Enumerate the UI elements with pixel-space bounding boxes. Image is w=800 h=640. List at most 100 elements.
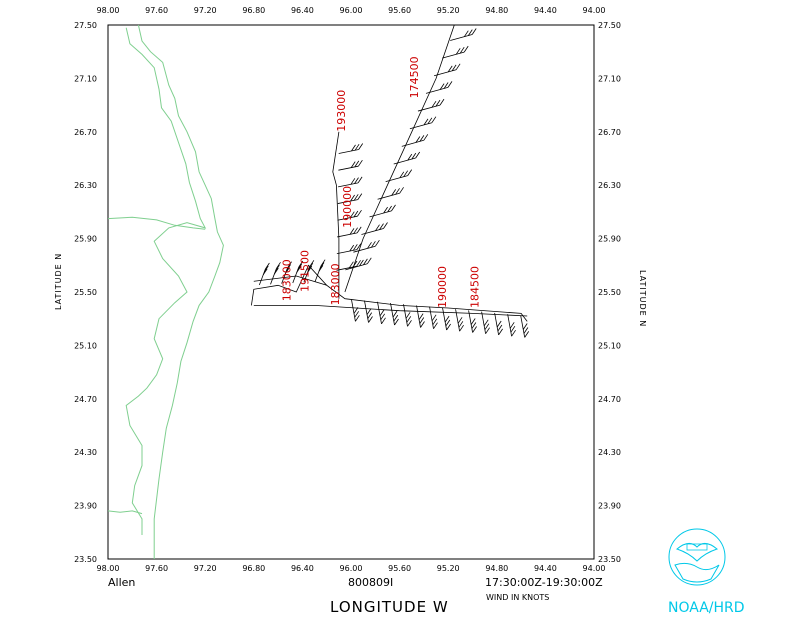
wind-barb-flag xyxy=(451,64,457,72)
wind-barb-flag xyxy=(349,244,355,252)
wind-barb-flag xyxy=(358,159,363,167)
track-leg xyxy=(332,131,340,299)
wind-barb-flag xyxy=(423,118,429,126)
wind-barb xyxy=(338,149,359,154)
x-tick-bottom: 96.00 xyxy=(340,564,363,573)
wind-barb-flag xyxy=(366,257,372,265)
y-tick-left: 25.10 xyxy=(74,341,97,350)
wind-barb-flag xyxy=(350,161,356,168)
wind-barb-flag xyxy=(368,316,373,323)
wind-barb-flag xyxy=(484,323,490,330)
y-tick-left: 26.70 xyxy=(74,128,97,137)
track-leg xyxy=(251,264,327,306)
x-tick-bottom: 94.80 xyxy=(485,564,508,573)
wind-barb-flag xyxy=(423,134,429,141)
x-tick-top: 94.40 xyxy=(534,6,557,15)
wind-barb-flag xyxy=(379,223,384,230)
storm-name: Allen xyxy=(108,576,135,589)
y-tick-left: 25.90 xyxy=(74,235,97,244)
wind-barb-flag xyxy=(355,315,360,322)
x-axis-label: LONGITUDE W xyxy=(330,598,449,616)
wind-barb-flag xyxy=(349,228,355,235)
y-tick-left: 24.30 xyxy=(74,448,97,457)
wind-barb-flag xyxy=(354,160,360,168)
wind-barb-flag xyxy=(447,65,453,73)
wind-barb-flag xyxy=(418,313,424,320)
wind-barb-flag xyxy=(472,326,477,333)
wind-barb-flag xyxy=(375,239,380,247)
time-label: 183000 xyxy=(329,263,342,305)
wind-barb-flag xyxy=(406,316,412,323)
wind-barb-flag xyxy=(485,327,490,334)
wind-barb-flag xyxy=(510,325,516,333)
wind-barb-flag xyxy=(403,170,409,177)
x-tick-top: 95.60 xyxy=(388,6,411,15)
time-label: 183000 xyxy=(280,259,293,301)
wind-barb-flag xyxy=(383,206,388,214)
y-tick-right: 25.90 xyxy=(598,235,621,244)
wind-barb-flag xyxy=(455,48,461,55)
time-label: 190000 xyxy=(436,266,449,308)
wind-barb-flag xyxy=(420,321,425,328)
wind-barb-flag xyxy=(298,260,304,268)
wind-barb-flag xyxy=(356,243,362,250)
wind-barb xyxy=(403,304,408,327)
wind-barb-flag xyxy=(367,242,372,249)
wind-barb-flag xyxy=(471,28,477,35)
wind-barb xyxy=(361,228,384,235)
y-tick-right: 24.30 xyxy=(598,448,621,457)
y-tick-right: 23.90 xyxy=(598,502,621,511)
wind-barb-flag xyxy=(391,189,397,196)
wind-barb-flag xyxy=(392,310,398,318)
wind-barb-flag xyxy=(352,244,358,251)
wind-barb-flag xyxy=(415,151,421,159)
wind-barb-flag xyxy=(379,309,385,317)
time-label: 191500 xyxy=(299,250,312,292)
wind-barb xyxy=(364,300,369,323)
wind-barb-flag xyxy=(275,264,280,272)
wind-barb xyxy=(377,192,400,200)
wind-barb-flag xyxy=(287,261,292,268)
wind-barb xyxy=(468,310,473,333)
wind-barb-flag xyxy=(297,263,303,271)
org-label: NOAA/HRD xyxy=(668,600,745,616)
wind-barb-flag xyxy=(459,46,465,54)
wind-barb-flag xyxy=(350,178,356,185)
x-tick-top: 94.80 xyxy=(485,6,508,15)
time-label: 184500 xyxy=(469,266,482,308)
time-label: 193000 xyxy=(335,90,348,132)
y-axis-label-right: LATITUDE N xyxy=(638,270,647,327)
coastline xyxy=(107,24,224,559)
wind-barb-flag xyxy=(349,261,354,268)
track-leg xyxy=(253,304,528,317)
date-code: 800809I xyxy=(348,576,393,589)
wind-barb-flag xyxy=(524,331,530,338)
wind-barb-flag xyxy=(445,319,451,327)
wind-barb-flag xyxy=(522,323,528,330)
y-tick-right: 25.50 xyxy=(598,288,621,297)
wind-barb-flag xyxy=(359,259,364,267)
wind-barb-flag xyxy=(405,312,411,319)
wind-barb-flag xyxy=(431,116,437,123)
wind-barb-flag xyxy=(371,241,376,248)
wind-barb xyxy=(336,249,357,255)
x-tick-bottom: 97.20 xyxy=(194,564,217,573)
wind-barb xyxy=(390,302,395,326)
wind-barb-flag xyxy=(391,204,396,212)
wind-barb-flag xyxy=(262,268,268,276)
wind-barb-flag xyxy=(383,222,388,229)
wind-barb xyxy=(442,51,465,59)
wind-barb-flag xyxy=(320,259,326,266)
wind-barb-flag xyxy=(467,29,473,36)
y-tick-right: 25.10 xyxy=(598,341,621,350)
wind-barb-flag xyxy=(395,188,400,195)
wind-barb-flag xyxy=(354,143,360,151)
wind-barb-flag xyxy=(363,258,368,266)
coastline-south xyxy=(107,510,143,515)
track-leg xyxy=(344,24,455,293)
y-tick-left: 23.50 xyxy=(74,555,97,564)
x-tick-bottom: 94.40 xyxy=(534,564,557,573)
wind-barb-flag xyxy=(419,317,425,324)
wind-barb-flag xyxy=(318,265,324,272)
x-tick-top: 97.20 xyxy=(194,6,217,15)
